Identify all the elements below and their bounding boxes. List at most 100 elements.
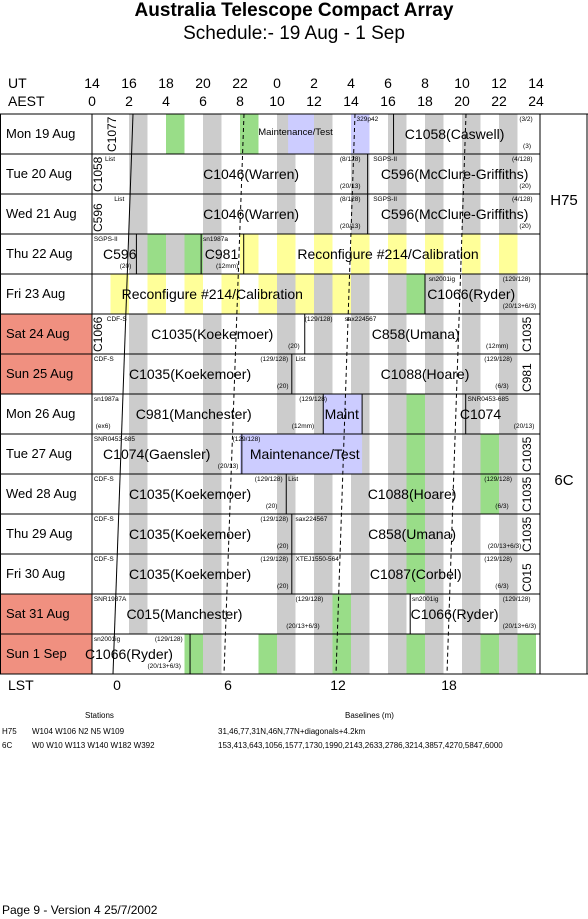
grey-slot — [277, 634, 296, 674]
green-slot — [240, 114, 259, 154]
weekend-day-cell — [0, 594, 92, 634]
6c-stations: W0 W10 W113 W140 W182 W392 — [32, 741, 155, 750]
project-annotation: sn2001ig — [412, 596, 439, 603]
grey-slot — [462, 114, 481, 154]
project-annotation: sax224567 — [344, 316, 377, 323]
aest-tick: 6 — [199, 93, 207, 109]
lst-12-line — [335, 113, 356, 675]
project-annotation: sn2001ig — [93, 636, 121, 643]
reconfigure-block — [499, 234, 518, 274]
project-annotation: (20/13) — [217, 463, 239, 470]
grey-slot — [277, 274, 296, 314]
reconfigure-block — [258, 274, 277, 314]
vertical-project-label: C1066 — [90, 316, 105, 352]
green-slot — [332, 594, 351, 634]
ut-tick: 16 — [121, 75, 137, 91]
grey-slot — [425, 314, 444, 354]
project-annotation: (20/13+6/3) — [502, 303, 537, 310]
ut-tick: 12 — [491, 75, 507, 91]
green-slot — [258, 634, 277, 674]
grey-slot — [129, 354, 148, 394]
project-annotation: List — [114, 196, 125, 203]
project-label: C1035(Koekemoer) — [128, 366, 252, 382]
project-label: C1046(Warren) — [203, 166, 300, 182]
grey-slot — [425, 194, 444, 234]
project-label: C015(Manchester) — [126, 606, 243, 622]
project-annotation: (129/128) — [304, 316, 333, 323]
grey-slot — [462, 314, 481, 354]
green-slot — [166, 114, 185, 154]
grey-slot — [425, 514, 444, 554]
grey-slot — [462, 154, 481, 194]
grey-slot — [166, 234, 185, 274]
grey-slot — [388, 314, 407, 354]
grey-slot — [314, 354, 333, 394]
project-annotation: (129/128) — [260, 556, 289, 563]
aest-tick: 20 — [454, 93, 470, 109]
project-annotation: CDF-S — [93, 356, 114, 363]
reconfigure-block — [332, 274, 351, 314]
project-label: C596(McClure-Griffiths) — [380, 166, 529, 182]
project-annotation: SNR0453-685 — [93, 436, 136, 443]
project-annotation: (20/13+6/3) — [502, 623, 537, 630]
vertical-project-label: C1035 — [520, 436, 535, 472]
grey-slot — [388, 554, 407, 594]
grey-slot — [277, 314, 296, 354]
day-label: Wed 28 Aug — [6, 486, 77, 501]
vertical-project-label: C1035 — [520, 316, 535, 352]
green-slot — [184, 234, 203, 274]
grey-slot — [203, 394, 222, 434]
lst-tick: 18 — [441, 677, 457, 693]
project-label: C1074 — [459, 406, 502, 422]
project-annotation: (129/128) — [484, 476, 513, 483]
grey-slot — [388, 354, 407, 394]
grey-slot — [388, 514, 407, 554]
project-annotation: (129/128) — [254, 476, 283, 483]
aest-axis-label: AEST — [8, 93, 45, 109]
h75-baselines: 31,46,77,31N,46N,77N+diagonals+4.2km — [218, 727, 366, 736]
ut-tick: 18 — [158, 75, 174, 91]
project-annotation: (129/128) — [260, 356, 289, 363]
project-label: Maintenance/Test — [249, 446, 360, 462]
grey-slot — [203, 634, 222, 674]
day-label: Fri 30 Aug — [6, 566, 66, 581]
ut-tick: 14 — [528, 75, 544, 91]
grey-slot — [314, 274, 333, 314]
baselines-heading: Baselines (m) — [345, 711, 394, 720]
grey-slot — [351, 474, 370, 514]
project-label: C1066(Ryder) — [85, 646, 173, 662]
project-annotation: (8/128) — [339, 196, 361, 203]
ut-tick: 8 — [421, 75, 429, 91]
grey-slot — [314, 514, 333, 554]
grey-slot — [314, 634, 333, 674]
grey-slot — [314, 314, 333, 354]
project-annotation: (20) — [277, 383, 289, 390]
h75-stations: W104 W106 N2 N5 W109 — [32, 727, 125, 736]
grey-slot — [277, 394, 296, 434]
project-annotation: (20) — [277, 583, 289, 590]
aest-tick: 0 — [88, 93, 96, 109]
reconfigure-block — [184, 274, 203, 314]
project-annotation: (3) — [523, 143, 531, 150]
day-label: Tue 27 Aug — [6, 446, 73, 461]
project-annotation: (20/13) — [513, 423, 535, 430]
grey-slot — [462, 634, 481, 674]
reconfigure-block — [425, 234, 444, 274]
green-slot — [406, 514, 425, 554]
grey-slot — [462, 194, 481, 234]
ut-tick: 2 — [310, 75, 318, 91]
green-slot — [406, 434, 425, 474]
grey-slot — [462, 434, 481, 474]
grey-slot — [499, 594, 518, 634]
green-slot — [480, 634, 499, 674]
reconfigure-block — [110, 274, 129, 314]
6c-config: 6C — [2, 741, 13, 750]
lst-6-line — [223, 113, 245, 675]
grey-slot — [388, 194, 407, 234]
grey-slot — [462, 594, 481, 634]
project-label: C596(McClure-Griffiths) — [380, 206, 529, 222]
grey-slot — [351, 594, 370, 634]
reconfigure-block — [388, 234, 407, 274]
project-annotation: (20) — [288, 343, 300, 350]
